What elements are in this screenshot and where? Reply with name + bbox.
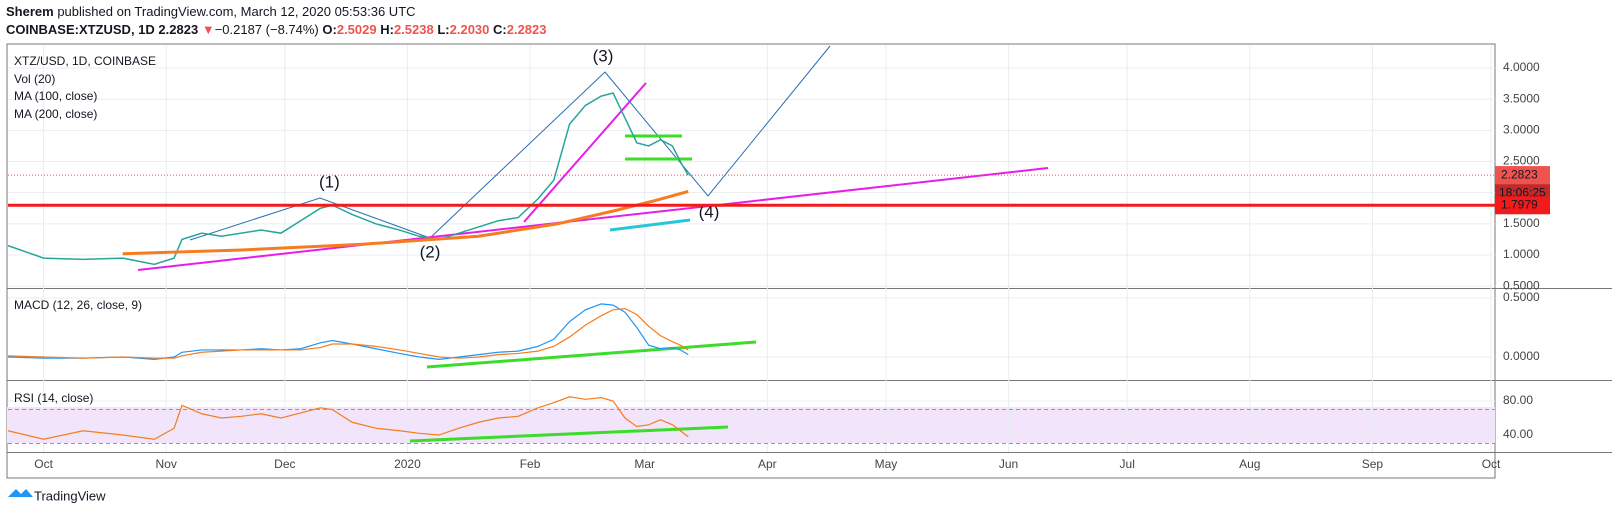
o-label: O: xyxy=(322,22,336,37)
footer-brand: TradingView xyxy=(34,488,106,503)
author: Sherem xyxy=(6,4,54,19)
change: −0.2187 (−8.74%) xyxy=(215,22,319,37)
divergence-line xyxy=(426,340,757,369)
x-tick-label: Nov xyxy=(156,457,177,471)
y-tick-label: 40.00 xyxy=(1503,427,1533,441)
chart-frame xyxy=(6,43,1496,479)
macd-title: MACD (12, 26, close, 9) xyxy=(14,298,142,312)
x-tick-label: Dec xyxy=(274,457,295,471)
legend-item: MA (200, close) xyxy=(14,107,97,121)
quote-line: COINBASE:XTZUSD, 1D 2.2823 ▼−0.2187 (−8.… xyxy=(6,22,547,37)
level-label: 1.7979 xyxy=(1501,197,1538,211)
o: 2.5029 xyxy=(337,22,377,37)
x-tick-label: 2020 xyxy=(394,457,421,471)
y-tick-label: 0.5000 xyxy=(1503,290,1540,304)
countdown-label: 18:06:25 xyxy=(1499,185,1546,199)
x-tick-label: Feb xyxy=(520,457,541,471)
x-tick-label: Oct xyxy=(1482,457,1501,471)
h: 2.5238 xyxy=(394,22,434,37)
y-tick-label: 3.0000 xyxy=(1503,123,1540,137)
published: published on TradingView.com, March 12, … xyxy=(57,4,415,19)
y-tick-label: 0.5000 xyxy=(1503,278,1540,292)
symbol: COINBASE:XTZUSD, 1D xyxy=(6,22,155,37)
c-label: C: xyxy=(493,22,507,37)
price-line xyxy=(7,92,689,266)
l-label: L: xyxy=(437,22,449,37)
x-tick-label: Oct xyxy=(34,457,53,471)
arrow: ▼ xyxy=(202,22,215,37)
wave-line xyxy=(189,45,831,241)
l: 2.2030 xyxy=(450,22,490,37)
wave-label: (1) xyxy=(319,172,340,191)
legend-item: Vol (20) xyxy=(14,72,55,86)
x-tick-label: Apr xyxy=(758,457,777,471)
h-label: H: xyxy=(380,22,394,37)
x-tick-label: Aug xyxy=(1239,457,1260,471)
price-badge xyxy=(1495,166,1550,185)
price-badge-label: 2.2823 xyxy=(1501,167,1538,181)
y-tick-label: 80.00 xyxy=(1503,393,1533,407)
rsi-title: RSI (14, close) xyxy=(14,391,93,405)
x-tick-label: Jun xyxy=(999,457,1018,471)
x-tick-label: Mar xyxy=(634,457,655,471)
y-tick-label: 1.0000 xyxy=(1503,247,1540,261)
divergence-line xyxy=(409,425,729,443)
target-line xyxy=(609,218,691,232)
logo xyxy=(8,489,33,497)
legend-title: XTZ/USD, 1D, COINBASE xyxy=(14,54,156,68)
macd-line xyxy=(7,308,689,359)
c: 2.2823 xyxy=(507,22,547,37)
level-badge xyxy=(1495,196,1550,215)
y-tick-label: 1.5000 xyxy=(1503,216,1540,230)
x-tick-label: May xyxy=(875,457,898,471)
rsi-line xyxy=(7,396,689,440)
y-tick-label: 4.0000 xyxy=(1503,60,1540,74)
y-tick-label: 0.0000 xyxy=(1503,349,1540,363)
macd-line xyxy=(7,303,689,360)
trendline xyxy=(523,82,647,223)
rsi-band xyxy=(7,407,1495,443)
trendline xyxy=(137,167,1049,271)
drawings xyxy=(137,45,1049,443)
y-tick-label: 3.5000 xyxy=(1503,91,1540,105)
y-tick-label: 2.5000 xyxy=(1503,154,1540,168)
header-line: Sherem published on TradingView.com, Mar… xyxy=(6,4,416,19)
x-tick-label: Sep xyxy=(1362,457,1384,471)
x-tick-label: Jul xyxy=(1120,457,1135,471)
ma-line xyxy=(122,189,689,256)
last: 2.2823 xyxy=(158,22,198,37)
wave-label: (2) xyxy=(420,242,441,261)
wave-label: (4) xyxy=(699,202,720,221)
legend-item: MA (100, close) xyxy=(14,89,97,103)
wave-label: (3) xyxy=(593,46,614,65)
